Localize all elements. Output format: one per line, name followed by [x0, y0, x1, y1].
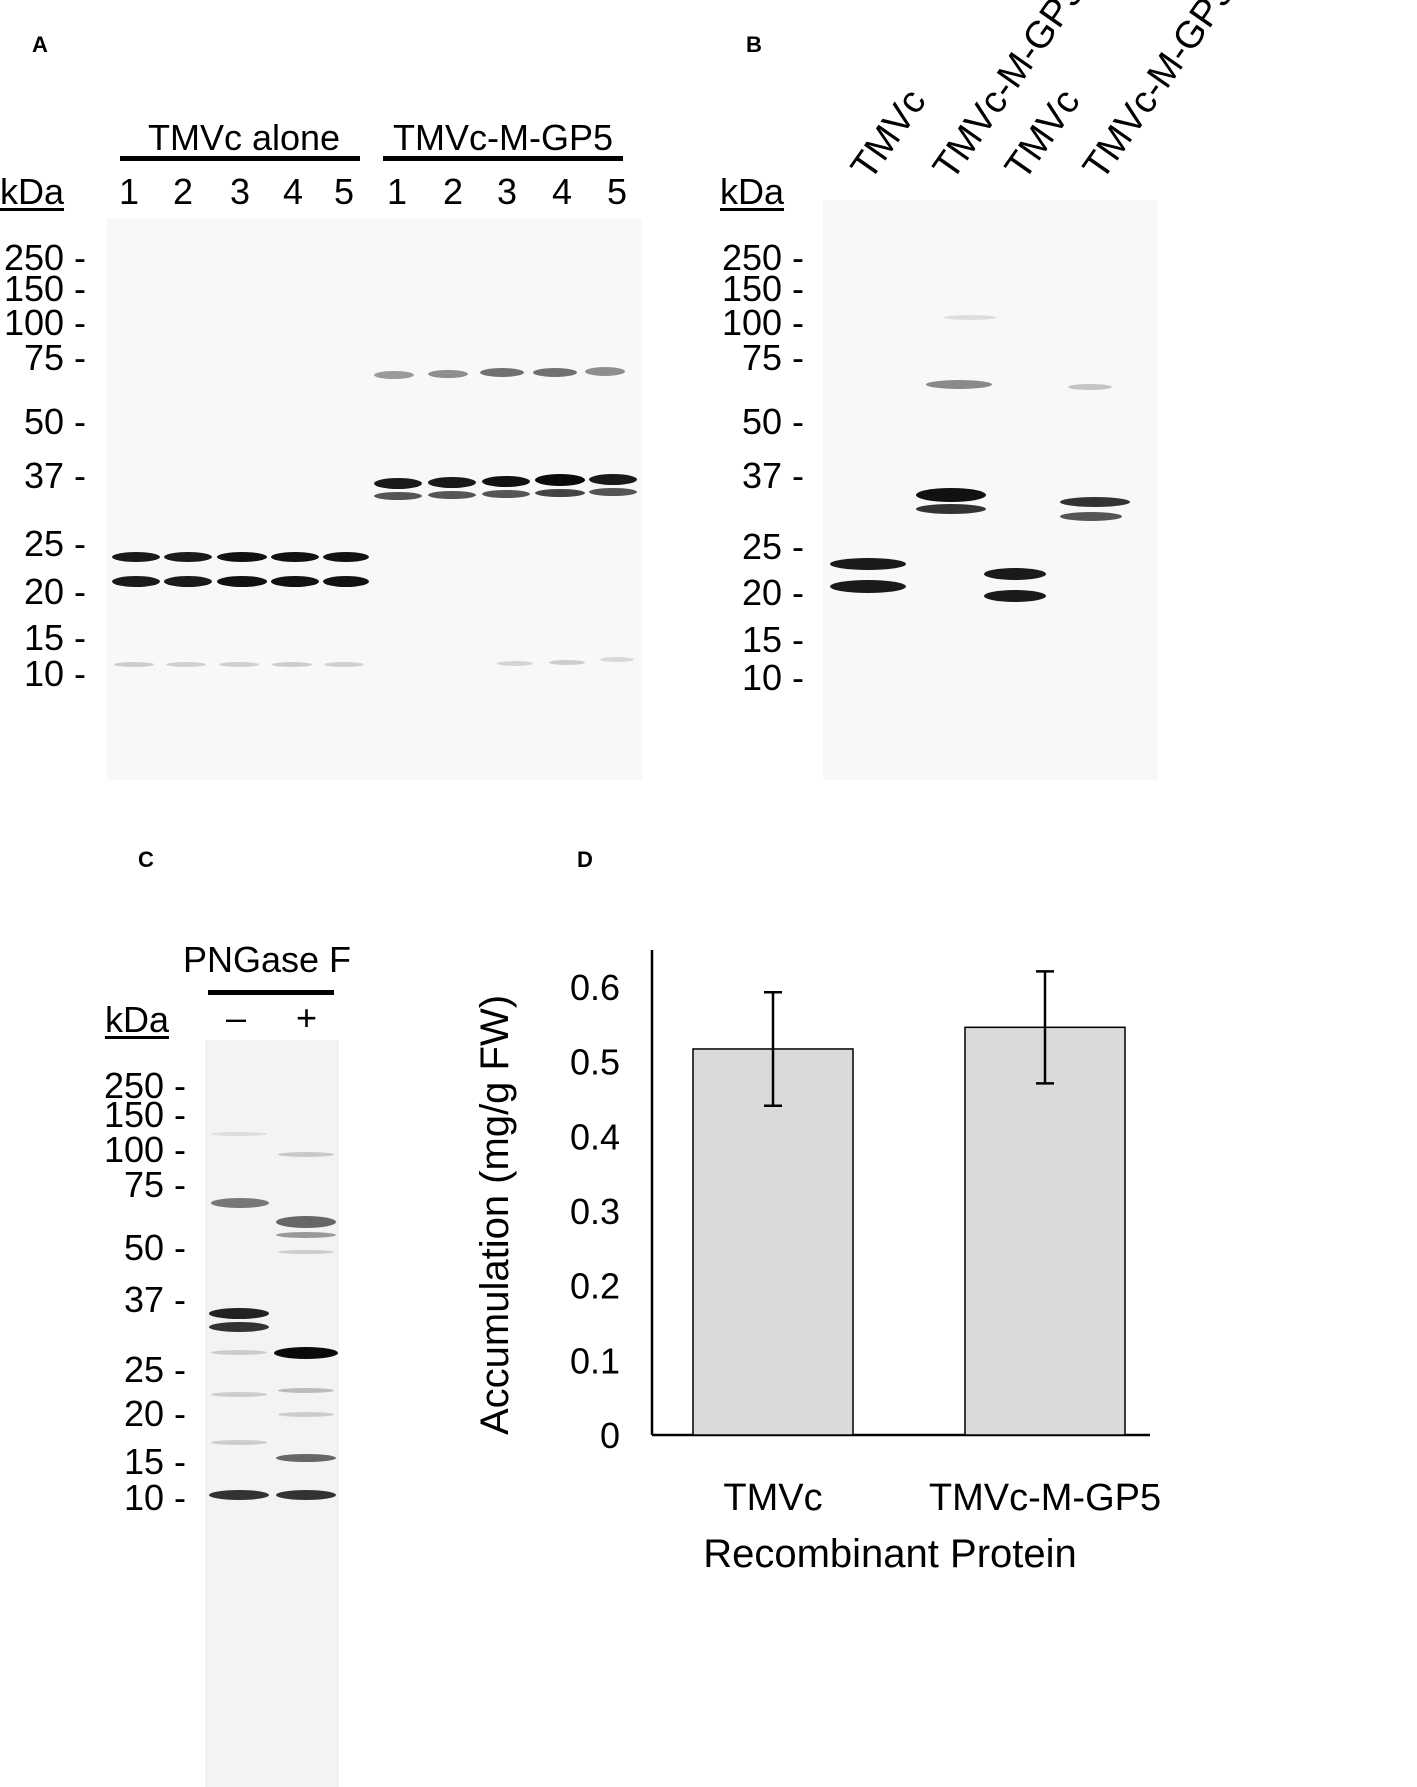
x-axis-title: Recombinant Protein [703, 1532, 1077, 1576]
y-tick-label: 0.4 [570, 1116, 620, 1157]
western-blot-b [823, 200, 1158, 780]
group-label-tmvc-m-gp5: TMVc-M-GP5 [393, 117, 613, 158]
lane-number: 2 [443, 171, 464, 212]
group-label-tmvc-alone: TMVc alone [148, 117, 341, 158]
panel-a-label: A [32, 32, 48, 57]
treatment-label: PNGase F [183, 939, 352, 980]
y-tick-label: 0.2 [570, 1266, 620, 1307]
y-tick-label: 0.3 [570, 1191, 620, 1232]
x-tick-label: TMVc-M-GP5 [929, 1477, 1160, 1519]
y-axis-title: Accumulation (mg/g FW) [473, 995, 517, 1435]
x-tick-label: TMVc [723, 1477, 822, 1519]
mw-marker: 15 - [123, 1441, 186, 1482]
lane-minus: – [226, 997, 247, 1038]
mw-marker: 250 - [721, 237, 804, 278]
mw-marker: 100 - [3, 302, 86, 343]
mw-marker: 15 - [23, 617, 86, 658]
bar [692, 1048, 854, 1436]
mw-marker: 25 - [23, 523, 86, 564]
bar [964, 1026, 1126, 1436]
lane-number: 1 [387, 171, 408, 212]
mw-marker: 37 - [23, 455, 86, 496]
lane-number: 2 [173, 171, 194, 212]
mw-marker: 37 - [741, 455, 804, 496]
mw-marker: 10 - [23, 653, 86, 694]
mw-marker: 25 - [123, 1349, 186, 1390]
mw-marker: 15 - [741, 619, 804, 660]
y-tick-label: 0.1 [570, 1340, 620, 1381]
mw-marker: 100 - [103, 1129, 186, 1170]
y-tick-label: 0.5 [570, 1042, 620, 1083]
lane-plus: + [296, 997, 318, 1038]
panel-d-label: D [577, 847, 593, 872]
mw-marker: 50 - [123, 1227, 186, 1268]
mw-marker: 75 - [741, 337, 804, 378]
kda-label-c: kDa [105, 999, 170, 1040]
mw-marker: 150 - [721, 268, 804, 309]
lane-label: TMVc [843, 81, 935, 188]
mw-marker: 20 - [123, 1393, 186, 1434]
group-bar-1 [120, 156, 360, 161]
panel-c-label: C [138, 847, 154, 872]
mw-marker: 75 - [23, 337, 86, 378]
mw-marker: 50 - [23, 401, 86, 442]
lane-number: 4 [283, 171, 304, 212]
mw-marker: 150 - [3, 268, 86, 309]
mw-marker: 10 - [123, 1477, 186, 1518]
treatment-bar [208, 990, 334, 995]
lane-number: 3 [497, 171, 518, 212]
y-tick-label: 0 [600, 1415, 620, 1456]
mw-marker: 150 - [103, 1094, 186, 1135]
panel-b-label: B [746, 32, 762, 57]
mw-marker: 50 - [741, 401, 804, 442]
mw-marker: 20 - [741, 572, 804, 613]
mw-marker: 20 - [23, 571, 86, 612]
lane-number: 4 [552, 171, 573, 212]
western-blot-a [107, 218, 642, 780]
lane-number: 3 [230, 171, 251, 212]
lane-number: 5 [607, 171, 628, 212]
group-bar-2 [383, 156, 623, 161]
mw-marker: 25 - [741, 526, 804, 567]
lane-number: 5 [334, 171, 355, 212]
mw-marker: 100 - [721, 302, 804, 343]
kda-label-b: kDa [720, 171, 785, 212]
kda-label-a: kDa [0, 171, 65, 212]
y-tick-label: 0.6 [570, 967, 620, 1008]
lane-number: 1 [119, 171, 140, 212]
mw-marker: 75 - [123, 1164, 186, 1205]
mw-marker: 250 - [103, 1065, 186, 1106]
lane-label: TMVc-M-GP5 [1075, 0, 1243, 188]
mw-marker: 37 - [123, 1279, 186, 1320]
mw-marker: 250 - [3, 237, 86, 278]
mw-marker: 10 - [741, 657, 804, 698]
bar-chart: 0 0.1 0.2 0.3 0.4 0.5 0.6 TMVc TMVc-M-GP5 Recombi… [473, 950, 1160, 1576]
